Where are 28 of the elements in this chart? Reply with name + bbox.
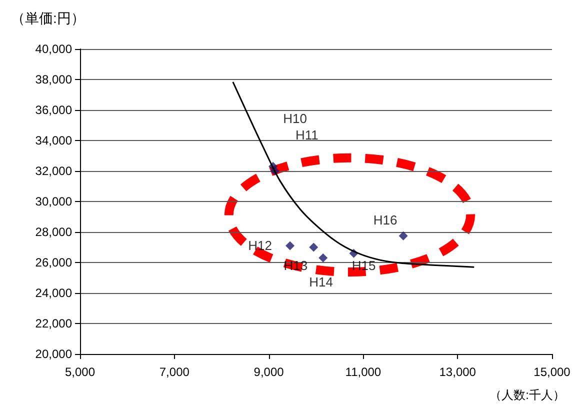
y-tick-label: 24,000 xyxy=(35,286,72,300)
x-tick-label: 7,000 xyxy=(159,365,190,379)
y-tick-label: 30,000 xyxy=(35,194,72,208)
x-tick-label: 13,000 xyxy=(439,365,476,379)
y-tick-label: 38,000 xyxy=(35,72,72,86)
data-label: H10 xyxy=(283,110,307,126)
point xyxy=(398,231,408,240)
y-axis-title: （単価:円） xyxy=(11,10,85,26)
y-tick-label: 28,000 xyxy=(35,225,72,239)
point xyxy=(286,241,295,250)
point xyxy=(318,253,328,262)
y-tick-label: 40,000 xyxy=(35,42,72,56)
y-tick-label: 22,000 xyxy=(35,316,72,330)
y-tick-label: 26,000 xyxy=(35,256,72,270)
x-tick-label: 9,000 xyxy=(254,365,284,379)
x-tick-label: 5,000 xyxy=(64,365,96,379)
x-tick-label: 15,000 xyxy=(534,365,571,379)
y-tick-label: 20,000 xyxy=(35,347,72,361)
data-label: H14 xyxy=(309,274,334,290)
y-tick-label: 32,000 xyxy=(35,164,72,178)
x-tick-label: 11,000 xyxy=(345,365,382,379)
y-tick-label: 36,000 xyxy=(35,103,72,117)
data-label: H11 xyxy=(295,128,318,142)
data-label: H12 xyxy=(248,238,272,254)
x-axis-title: （人数:千人） xyxy=(490,388,566,402)
point xyxy=(309,242,318,252)
data-label: H16 xyxy=(373,212,398,228)
y-tick-label: 34,000 xyxy=(35,134,72,148)
